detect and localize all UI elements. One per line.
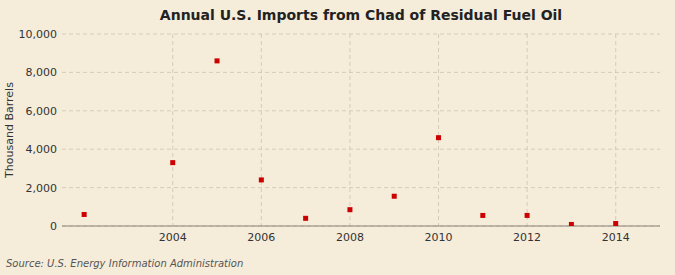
y-tick-label: 8,000 [26,66,58,79]
tick-labels: 2004 2006 2008 2010 2012 2014 0 2,000 4,000 6,000… [19,28,630,244]
grid-line-y [62,110,660,111]
y-tick-label: 10,000 [19,28,58,41]
point [569,222,574,226]
x-tick-label: 2004 [159,231,187,244]
grid-line-x [261,34,262,226]
x-tick-label: 2012 [513,231,541,244]
grid-line-x [615,34,616,226]
y-tick-label: 6,000 [26,105,58,118]
point [480,213,485,218]
background [0,0,675,275]
grid-line-y [62,187,660,188]
source-note: Source: U.S. Energy Information Administ… [6,258,243,269]
points [82,58,619,226]
x-tick-label: 2008 [336,231,364,244]
point [525,213,530,218]
grid [62,34,660,226]
x-tick-label: 2014 [602,231,630,244]
x-tick-label: 2006 [247,231,275,244]
title: Annual U.S. Imports from Chad of Residua… [160,7,562,23]
x-tick-label: 2010 [425,231,453,244]
grid-line-y [62,149,660,150]
grid-line-x [172,34,173,226]
grid-line-y [62,34,660,35]
point [215,58,220,63]
point [170,160,175,165]
grid-line-x [349,34,350,226]
point [392,194,397,199]
grid-line-x [527,34,528,226]
point [347,207,352,212]
point [613,221,618,226]
y-tick-label: 4,000 [26,143,58,156]
y-tick-label: 0 [50,220,57,233]
point [436,135,441,140]
y-axis-label: Thousand Barrels [3,82,16,179]
point [303,216,308,221]
y-tick-label: 2,000 [26,182,58,195]
point [259,177,264,182]
chart-container: 2004 2006 2008 2010 2012 2014 0 2,000 4,000 6,000… [0,0,675,275]
chart: 2004 2006 2008 2010 2012 2014 0 2,000 4,000 6,000… [0,0,675,275]
point [82,212,87,217]
grid-line-y [62,72,660,73]
grid-line-x [438,34,439,226]
